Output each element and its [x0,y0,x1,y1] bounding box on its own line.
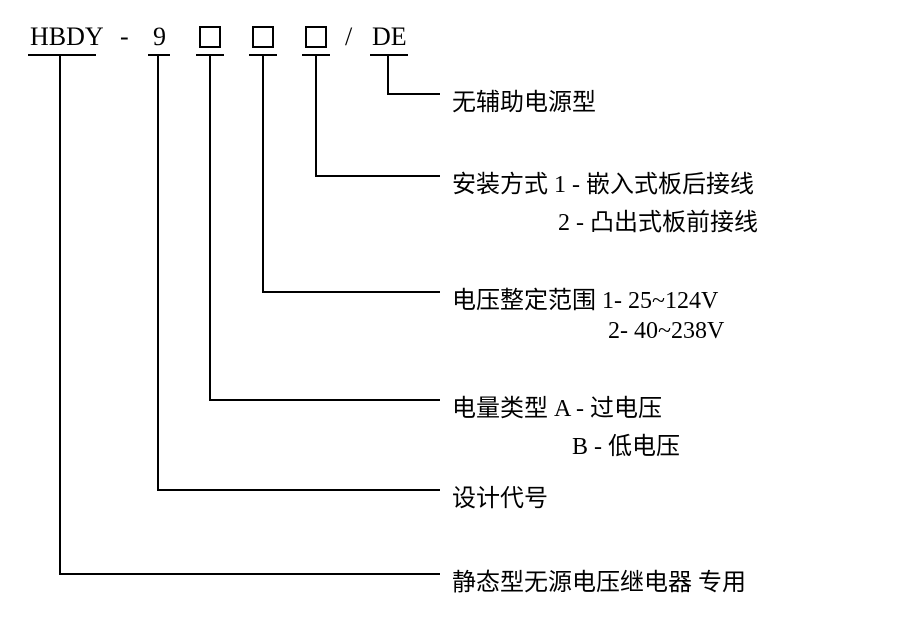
desc-mounting-1: 安装方式 1 - 嵌入式板后接线 [452,164,754,199]
connector-lines [0,0,900,617]
desc-mounting-2: 2 - 凸出式板前接线 [558,202,758,237]
desc-voltage-range-1: 电压整定范围 1- 25~124V [452,280,718,315]
desc-type-a: 电量类型 A - 过电压 [452,388,662,423]
desc-design-code: 设计代号 [452,478,548,513]
desc-voltage-range-2: 2- 40~238V [608,318,724,345]
desc-no-aux-power: 无辅助电源型 [452,82,596,117]
desc-product-name: 静态型无源电压继电器 专用 [452,562,746,597]
desc-type-b: B - 低电压 [572,426,680,461]
